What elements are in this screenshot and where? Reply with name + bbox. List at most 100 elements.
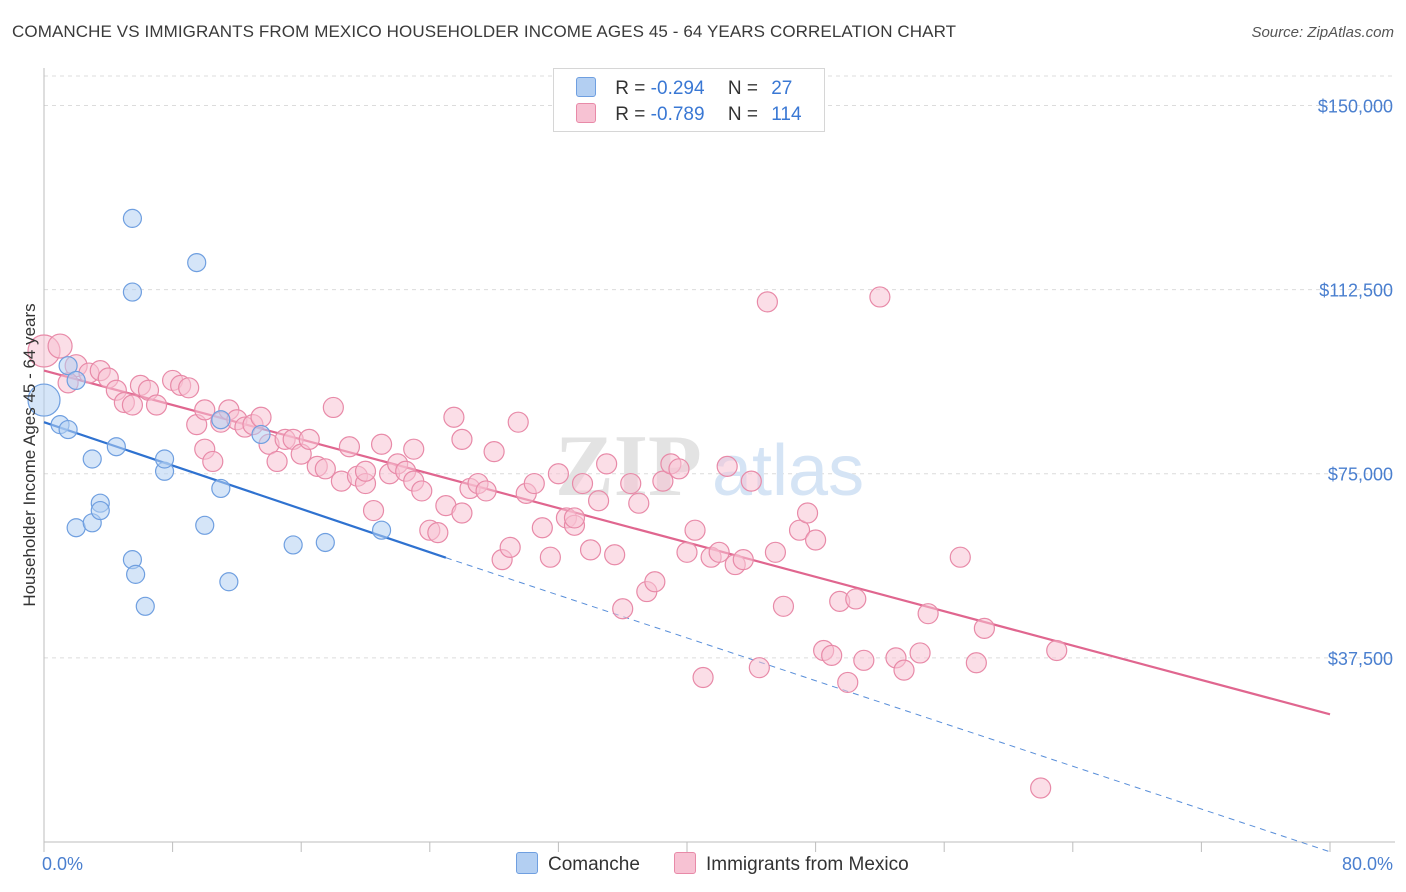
point-mexico	[772, 595, 795, 617]
point-mexico	[893, 659, 915, 681]
point-mexico	[451, 428, 473, 450]
point-mexico	[740, 470, 762, 492]
point-mexico	[451, 502, 473, 524]
trend-line-extension	[445, 557, 1331, 853]
legend-n-value: 114	[771, 104, 802, 125]
series-label-comanche: Comanche	[548, 854, 640, 875]
point-mexico	[298, 428, 320, 450]
point-mexico	[411, 480, 433, 502]
point-mexico	[612, 598, 634, 620]
point-mexico	[644, 571, 666, 593]
point-comanche	[315, 532, 335, 553]
point-comanche	[90, 500, 110, 521]
point-mexico	[764, 541, 787, 563]
axis-labels: $37,500 $75,000 $112,500 $150,000 0.0% 80.0% H…	[20, 96, 1393, 874]
point-comanche	[122, 282, 143, 302]
point-mexico	[354, 460, 377, 482]
point-mexico	[547, 463, 570, 485]
point-mexico	[322, 396, 344, 419]
point-comanche	[251, 424, 271, 445]
series-swatch-comanche	[516, 852, 538, 874]
point-comanche	[58, 356, 78, 376]
watermark-atlas: atlas	[712, 431, 864, 511]
legend-swatch-comanche	[576, 77, 596, 97]
legend-r-value: -0.294	[650, 78, 705, 99]
point-mexico	[47, 333, 73, 359]
point-mexico	[708, 541, 730, 563]
axes	[43, 68, 1395, 852]
point-mexico	[796, 502, 819, 524]
point-mexico	[596, 453, 618, 475]
point-comanche	[195, 515, 215, 535]
point-mexico	[579, 539, 602, 561]
point-comanche	[106, 437, 126, 457]
source-label: Source: ZipAtlas.com	[1251, 24, 1394, 41]
point-comanche	[219, 572, 239, 592]
point-mexico	[338, 436, 361, 458]
legend-swatch-mexico	[576, 103, 596, 123]
point-mexico	[475, 480, 497, 502]
series-legend-comanche[interactable]: Comanche	[516, 852, 640, 876]
point-mexico	[620, 472, 642, 495]
point-mexico	[178, 377, 200, 399]
point-mexico	[121, 394, 144, 416]
point-mexico	[499, 536, 521, 558]
point-mexico	[1046, 639, 1068, 662]
point-mexico	[853, 649, 875, 671]
point-mexico	[563, 507, 586, 529]
legend-n-label: N =	[727, 78, 758, 99]
legend-r-value: -0.789	[650, 104, 705, 125]
point-mexico	[628, 492, 650, 514]
point-mexico	[676, 541, 698, 563]
point-comanche	[283, 535, 303, 555]
point-mexico	[427, 522, 449, 544]
series-label-mexico: Immigrants from Mexico	[706, 854, 909, 875]
point-mexico	[949, 546, 971, 568]
point-mexico	[370, 433, 393, 455]
point-mexico	[403, 438, 425, 460]
series-legend: Comanche Immigrants from Mexico	[0, 852, 1406, 878]
point-mexico	[716, 455, 738, 477]
point-comanche	[211, 410, 231, 430]
y-tick-label: $150,000	[1318, 96, 1393, 116]
point-mexico	[869, 286, 891, 308]
legend-r-label: R =	[615, 104, 646, 125]
point-mexico	[314, 458, 336, 480]
chart-title: COMANCHE VS IMMIGRANTS FROM MEXICO HOUSE…	[12, 22, 957, 41]
point-mexico	[523, 472, 545, 495]
point-mexico	[604, 544, 626, 566]
point-comanche	[126, 564, 146, 584]
point-mexico	[539, 546, 561, 568]
point-mexico	[266, 450, 288, 473]
point-mexico	[845, 588, 867, 610]
series-legend-mexico[interactable]: Immigrants from Mexico	[674, 852, 909, 876]
point-mexico	[250, 406, 272, 428]
point-mexico	[748, 657, 770, 679]
y-tick-label: $75,000	[1328, 465, 1393, 485]
point-mexico	[194, 399, 216, 421]
point-mexico	[973, 617, 995, 640]
point-mexico	[652, 470, 674, 492]
y-axis-title: Householder Income Ages 45 - 64 years	[20, 303, 39, 606]
correlation-legend: R = -0.294 N = 27 R = -0.789 N = 114	[553, 68, 825, 132]
point-mexico	[1030, 777, 1052, 799]
legend-r-label: R =	[615, 78, 646, 99]
point-mexico	[684, 519, 706, 541]
data-points	[27, 208, 1068, 799]
series-swatch-mexico	[674, 852, 696, 874]
point-mexico	[507, 411, 529, 433]
point-comanche	[135, 596, 155, 616]
point-mexico	[917, 603, 939, 625]
point-comanche	[211, 478, 231, 499]
point-mexico	[587, 490, 610, 512]
point-mexico	[202, 450, 224, 473]
point-mexico	[571, 472, 594, 495]
point-mexico	[804, 529, 827, 551]
y-tick-label: $112,500	[1319, 281, 1393, 301]
point-comanche	[154, 449, 175, 469]
point-mexico	[362, 499, 385, 522]
legend-row-mexico: R = -0.789 N = 114	[576, 103, 802, 127]
point-mexico	[732, 549, 754, 571]
x-tick-label: 80.0%	[1342, 854, 1393, 874]
